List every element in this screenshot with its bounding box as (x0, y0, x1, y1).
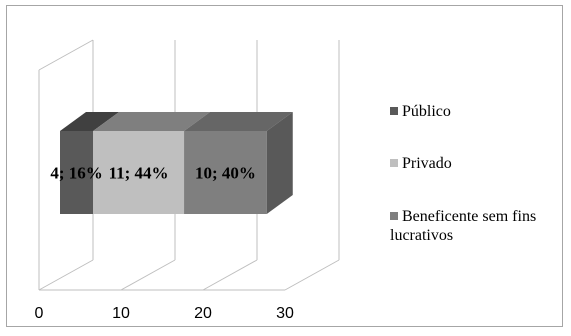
legend-swatch-beneficente (390, 212, 398, 220)
x-tick-labels: 0 10 20 30 (35, 305, 294, 322)
bars (60, 112, 293, 214)
floor-gridline (120, 259, 176, 291)
bar-top-face (60, 112, 120, 131)
side-wall-top-edge (38, 39, 94, 71)
gridlines (38, 39, 340, 291)
bar-top-face (93, 112, 211, 131)
bar-top-face (184, 112, 293, 131)
floor-gridline (38, 259, 94, 291)
bar-segment (60, 131, 94, 214)
data-label: 11; 44% (109, 164, 169, 183)
legend-label-beneficente: Beneficente sem fins lucrativos (390, 208, 537, 244)
legend-swatch-privado (390, 159, 398, 167)
x-tick-label: 10 (112, 305, 130, 322)
bar-segment (184, 131, 267, 214)
legend-item-privado: Privado (390, 154, 560, 173)
bar-segment (93, 131, 185, 214)
data-labels: 4; 16% 11; 44% 10; 40% (50, 164, 256, 183)
floor-gridline (202, 259, 258, 291)
legend-label-privado: Privado (402, 155, 452, 172)
legend-item-publico: Público (390, 102, 560, 121)
legend-label-publico: Público (402, 103, 451, 120)
x-tick-label: 30 (276, 305, 294, 322)
data-label: 4; 16% (50, 164, 102, 183)
floor-gridline (284, 259, 340, 291)
bar-side-face (266, 112, 293, 214)
x-tick-label: 0 (35, 305, 44, 322)
legend-swatch-publico (390, 107, 398, 115)
legend-item-beneficente: Beneficente sem fins lucrativos (390, 207, 565, 245)
x-tick-label: 20 (194, 305, 212, 322)
data-label: 10; 40% (195, 164, 256, 183)
